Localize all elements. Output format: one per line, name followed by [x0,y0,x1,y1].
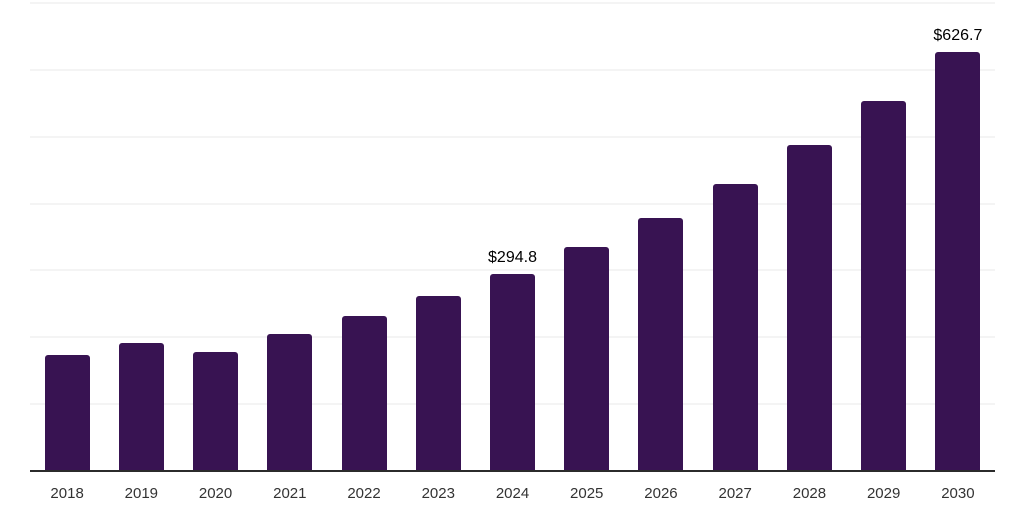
x-tick-label-2029: 2029 [866,485,901,502]
bar-2027 [712,183,758,471]
bar-value-label-2024: $294.8 [488,248,537,266]
gridline [30,202,995,205]
gridline [30,135,995,138]
x-tick-label-2023: 2023 [421,485,455,502]
bar-2030 [935,52,981,471]
x-tick-label-2026: 2026 [644,485,678,502]
bar-value-label-2030: $626.7 [933,27,983,44]
bar-2021 [267,334,313,471]
bar-2023 [415,296,461,471]
bar-2018 [44,355,90,471]
bar-2019 [118,343,164,471]
bar-2024 [490,273,535,471]
x-tick-label-2020: 2020 [198,485,233,502]
x-tick-label-2024: 2024 [495,485,530,502]
x-tick-label-2025: 2025 [570,485,604,502]
x-tick-label-2019: 2019 [124,485,159,502]
bar-2029 [861,101,907,471]
bar-2028 [786,145,832,471]
x-tick-label-2030: 2030 [941,485,975,502]
bar-2026 [638,217,684,471]
x-axis-line [30,470,995,472]
gridline [30,2,995,4]
bar-2020 [193,351,239,471]
x-tick-label-2027: 2027 [718,485,752,502]
x-tick-label-2018: 2018 [50,485,84,502]
x-tick-label-2022: 2022 [347,485,381,502]
bar-2025 [564,247,610,471]
gridline [30,269,995,272]
x-tick-label-2021: 2021 [273,485,307,502]
x-tick-label-2028: 2028 [792,485,827,502]
gridline [30,68,995,71]
bar-2022 [341,316,387,471]
